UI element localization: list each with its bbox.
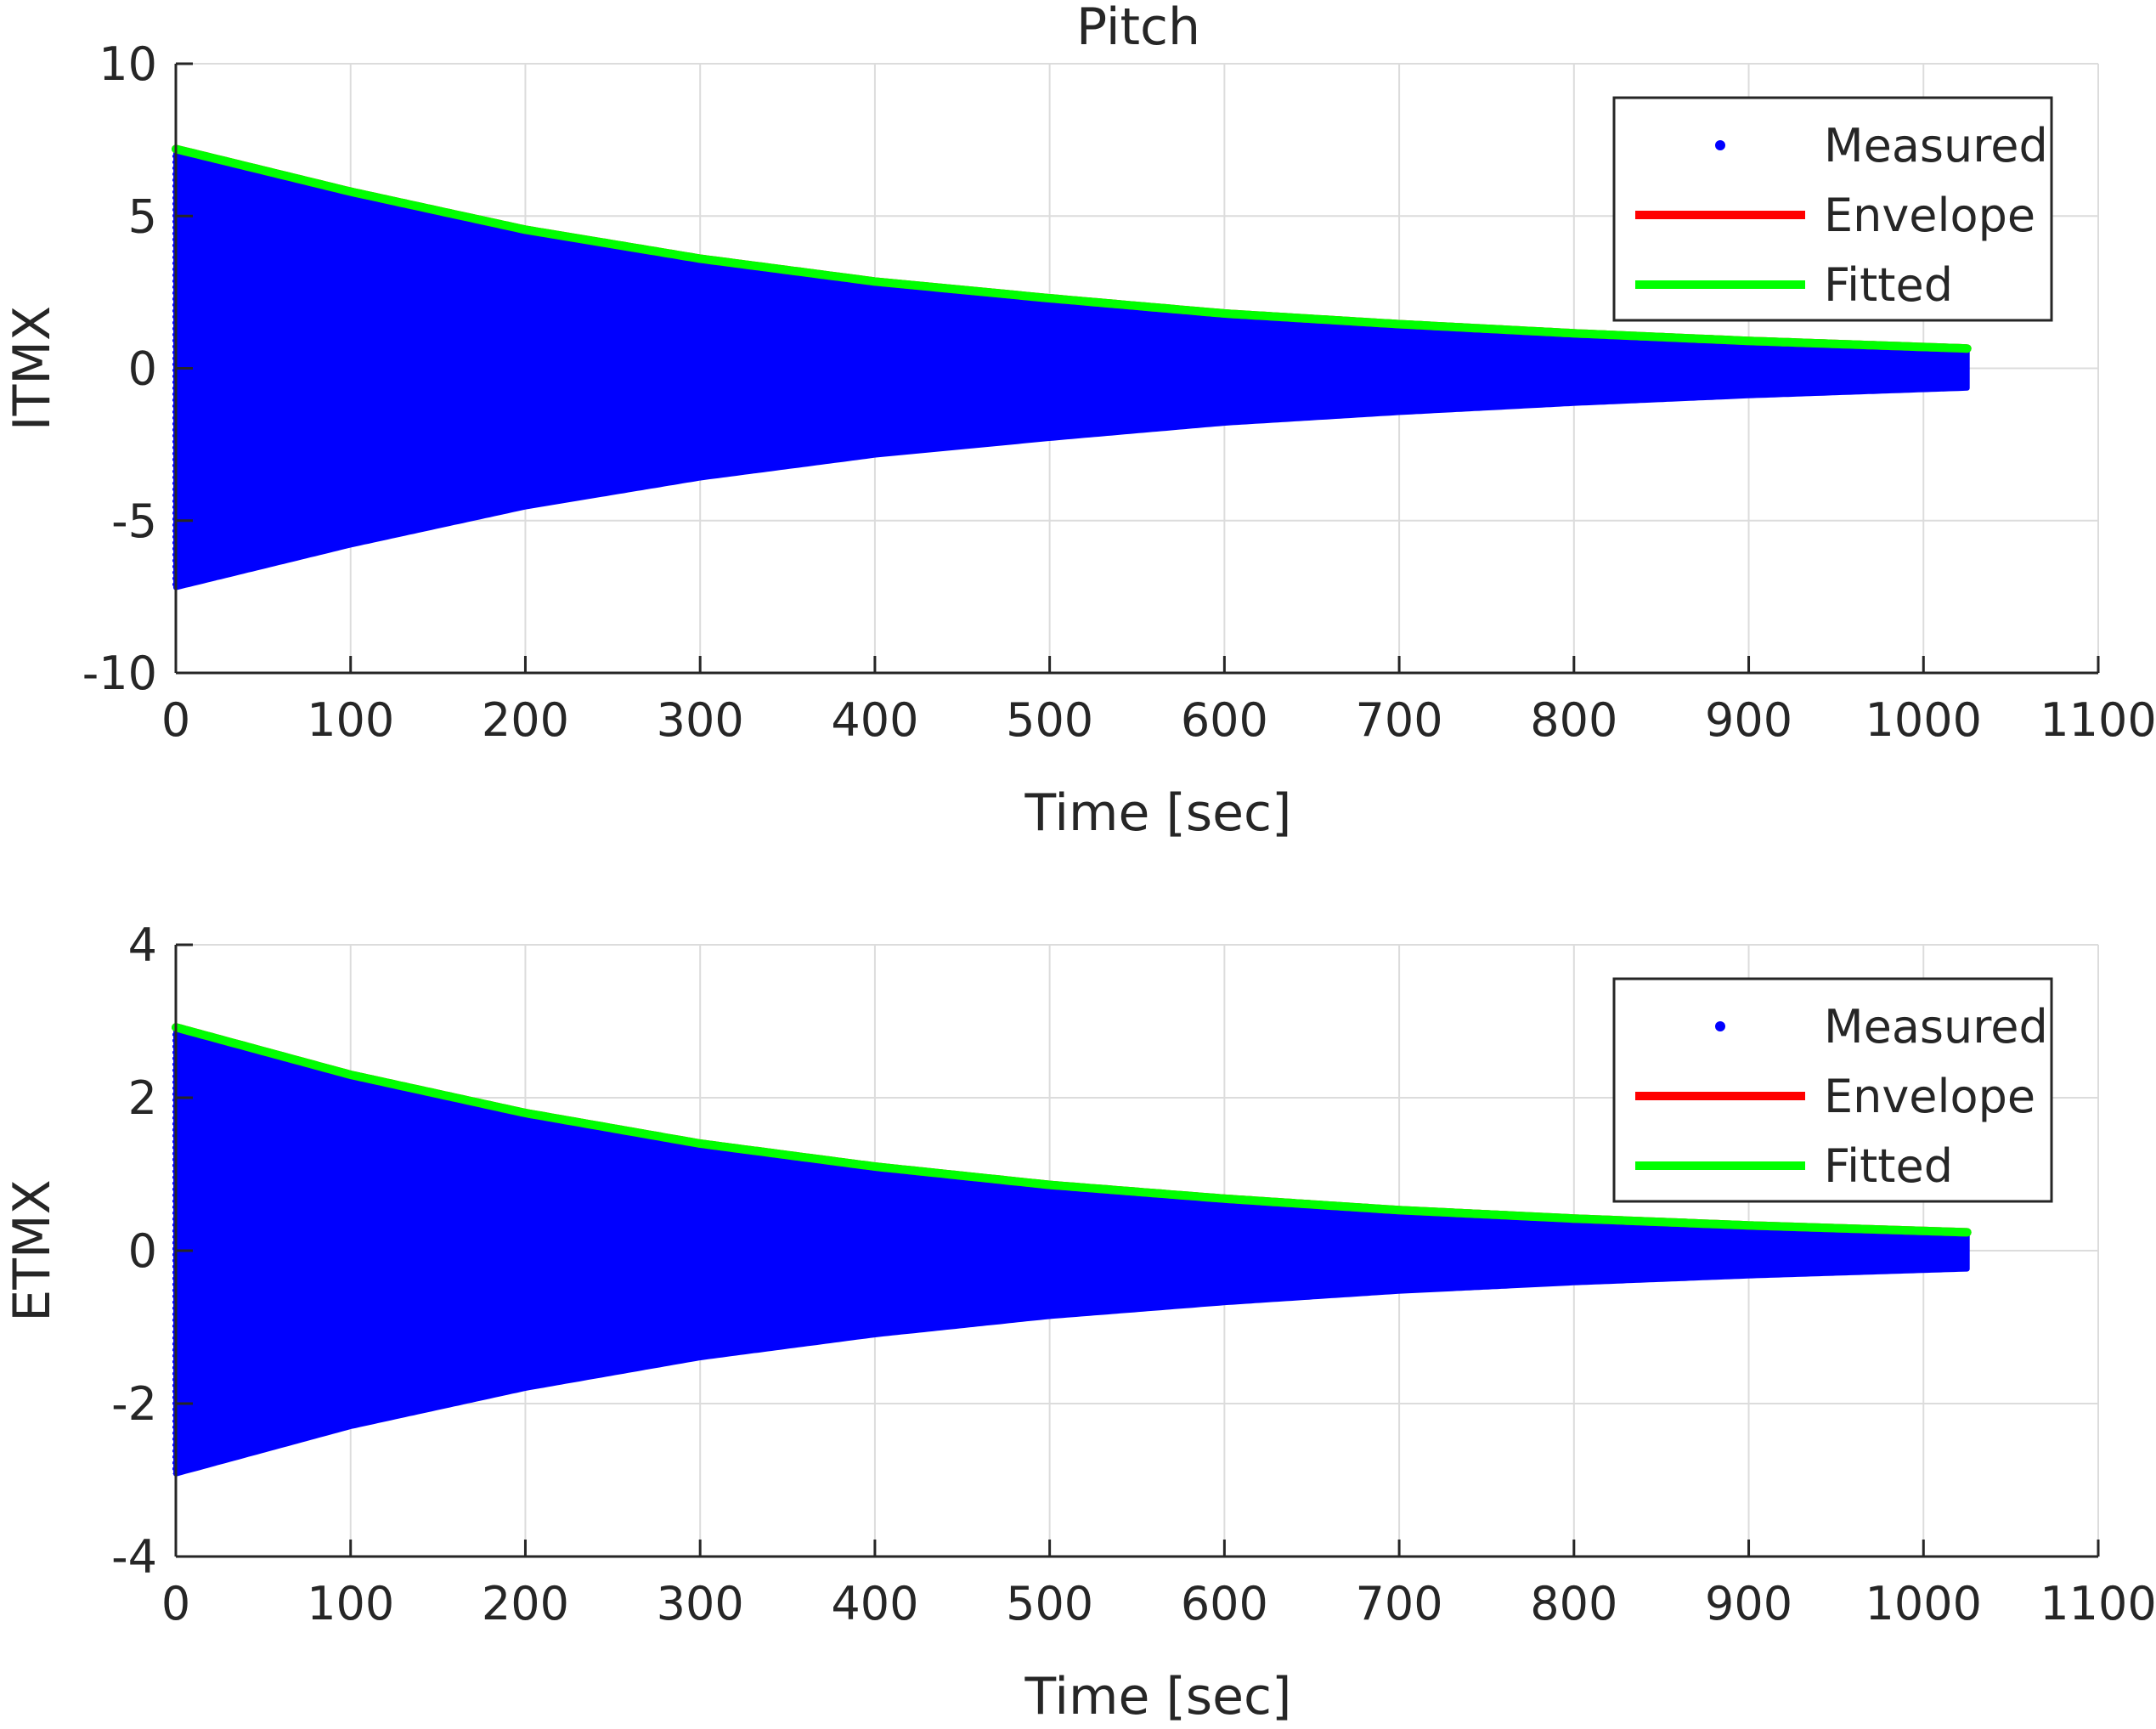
legend-label-fitted: Fitted bbox=[1824, 1139, 1953, 1193]
y-tick-label: 10 bbox=[99, 37, 157, 91]
x-tick-label: 900 bbox=[1705, 693, 1792, 747]
fitted-line bbox=[172, 144, 1972, 353]
x-tick-label: 700 bbox=[1356, 693, 1443, 747]
x-tick-label: 1000 bbox=[1865, 693, 1982, 747]
x-tick-label: 800 bbox=[1530, 693, 1617, 747]
plot-panel-etmx: 0 100 200 300 400 500 600 700 800 900 1000 1100 -4 -2… bbox=[3, 918, 2156, 1726]
x-tick-label: 100 bbox=[307, 1577, 394, 1630]
y-tick-label: 0 bbox=[128, 1224, 157, 1278]
x-tick-label: 300 bbox=[657, 1577, 744, 1630]
legend-label-fitted: Fitted bbox=[1824, 258, 1953, 312]
y-tick-label: 4 bbox=[128, 918, 157, 972]
legend: Measured Envelope Fitted bbox=[1612, 96, 2053, 322]
legend-label-measured: Measured bbox=[1824, 1000, 2048, 1054]
y-tick-label: -2 bbox=[111, 1377, 157, 1431]
legend-label-envelope: Envelope bbox=[1824, 189, 2035, 242]
x-tick-label: 800 bbox=[1530, 1577, 1617, 1630]
y-tick-label: 2 bbox=[128, 1071, 157, 1125]
legend-marker-measured bbox=[1715, 1021, 1725, 1031]
y-tick-label: 5 bbox=[128, 189, 157, 243]
x-tick-label: 1100 bbox=[2040, 693, 2156, 747]
fitted-line bbox=[172, 1023, 1972, 1237]
legend-marker-measured bbox=[1715, 140, 1725, 150]
x-tick-label: 1000 bbox=[1865, 1577, 1982, 1630]
x-tick-label: 0 bbox=[161, 693, 190, 747]
x-tick-label: 500 bbox=[1006, 1577, 1093, 1630]
x-tick-label: 400 bbox=[831, 1577, 918, 1630]
y-axis-label: ETMX bbox=[3, 1179, 62, 1321]
x-tick-label: 900 bbox=[1705, 1577, 1792, 1630]
figure-title: Pitch bbox=[1076, 0, 1200, 57]
x-tick-label: 100 bbox=[307, 693, 394, 747]
x-tick-label: 400 bbox=[831, 693, 918, 747]
y-tick-label: -10 bbox=[82, 647, 157, 700]
legend: Measured Envelope Fitted bbox=[1612, 977, 2053, 1203]
x-tick-label: 500 bbox=[1006, 693, 1093, 747]
x-tick-label: 200 bbox=[482, 1577, 569, 1630]
x-tick-label: 600 bbox=[1181, 693, 1268, 747]
legend-label-measured: Measured bbox=[1824, 119, 2048, 172]
x-axis-label: Time [sec] bbox=[1024, 783, 1292, 843]
y-tick-label: -5 bbox=[111, 494, 157, 548]
x-tick-label: 0 bbox=[161, 1577, 190, 1630]
x-tick-label: 700 bbox=[1356, 1577, 1443, 1630]
y-axis-label: ITMX bbox=[3, 306, 62, 431]
x-axis-label: Time [sec] bbox=[1024, 1667, 1292, 1726]
x-tick-label: 1100 bbox=[2040, 1577, 2156, 1630]
x-tick-label: 200 bbox=[482, 693, 569, 747]
x-tick-label: 300 bbox=[657, 693, 744, 747]
y-tick-label: 0 bbox=[128, 342, 157, 396]
y-tick-label: -4 bbox=[111, 1530, 157, 1584]
plot-panel-itmx: 0 100 200 300 400 500 600 700 800 900 1000 1100-10-… bbox=[3, 37, 2156, 843]
legend-label-envelope: Envelope bbox=[1824, 1070, 2035, 1123]
x-tick-label: 600 bbox=[1181, 1577, 1268, 1630]
